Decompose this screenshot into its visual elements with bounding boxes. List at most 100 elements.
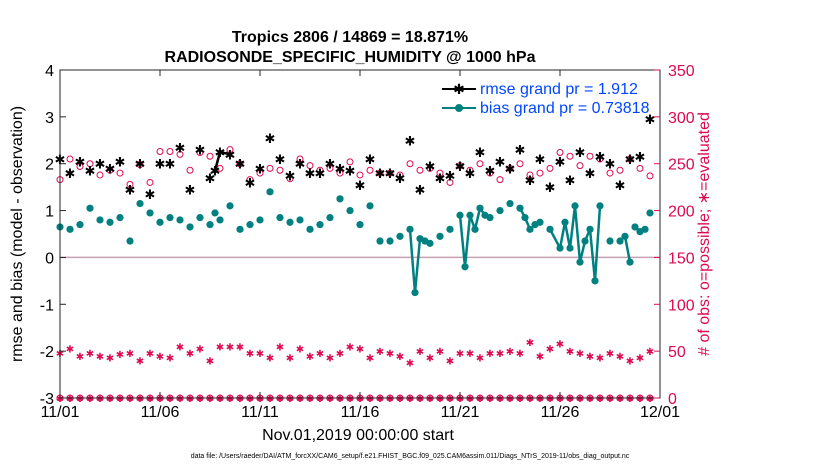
bias-point bbox=[86, 204, 94, 212]
bias-point bbox=[506, 199, 514, 208]
obs-evaluated-point: ✱ bbox=[566, 347, 574, 358]
bias-point bbox=[336, 195, 344, 203]
obs-possible-point bbox=[216, 164, 224, 172]
left-axis: -3 -2 -1 0 1 2 3 4 bbox=[40, 63, 66, 408]
bias-point bbox=[366, 202, 374, 210]
rmse-point: ✱ bbox=[395, 172, 406, 187]
obs-evaluated-zero-point: ✱ bbox=[466, 394, 474, 405]
y-right-tick-label: 0 bbox=[668, 391, 677, 408]
bias-point bbox=[406, 225, 414, 233]
bias-point bbox=[146, 209, 154, 217]
obs-evaluated-point: ✱ bbox=[266, 354, 274, 365]
obs-possible-point bbox=[306, 162, 314, 170]
obs-evaluated-zero-point: ✱ bbox=[626, 394, 634, 405]
obs-possible-point bbox=[246, 176, 254, 184]
bias-point bbox=[196, 214, 204, 222]
y-right-tick-label: 100 bbox=[668, 297, 695, 314]
obs-evaluated-zero-point: ✱ bbox=[636, 394, 644, 405]
rmse-point: ✱ bbox=[125, 183, 136, 198]
obs-evaluated-zero-point: ✱ bbox=[306, 394, 314, 405]
obs-evaluated-zero-point: ✱ bbox=[196, 394, 204, 405]
bias-point bbox=[586, 225, 594, 233]
obs-possible-point bbox=[266, 164, 274, 172]
obs-possible-point bbox=[426, 164, 434, 172]
obs-evaluated-zero-point: ✱ bbox=[246, 394, 254, 405]
y-right-tick-label: 300 bbox=[668, 110, 695, 127]
bias-point bbox=[266, 188, 274, 196]
obs-evaluated-point: ✱ bbox=[576, 349, 584, 360]
obs-possible-point bbox=[446, 178, 454, 186]
bias-point bbox=[476, 204, 484, 212]
rmse-point: ✱ bbox=[645, 113, 656, 128]
rmse-point: ✱ bbox=[325, 158, 336, 173]
y-left-tick-label: 3 bbox=[45, 110, 54, 127]
bias-point bbox=[306, 225, 314, 233]
bias-point bbox=[116, 214, 124, 222]
obs-evaluated-point: ✱ bbox=[406, 358, 414, 369]
rmse-point: ✱ bbox=[195, 144, 206, 159]
rmse-point: ✱ bbox=[135, 158, 146, 173]
obs-evaluated-zero-point: ✱ bbox=[106, 394, 114, 405]
obs-possible-point bbox=[586, 152, 594, 160]
rmse-point: ✱ bbox=[215, 146, 226, 161]
obs-evaluated-zero-point: ✱ bbox=[516, 394, 524, 405]
chart-subtitle: RADIOSONDE_SPECIFIC_HUMIDITY @ 1000 hPa bbox=[165, 49, 536, 66]
bias-point bbox=[641, 225, 649, 233]
obs-evaluated-point: ✱ bbox=[486, 349, 494, 360]
obs-evaluated-point: ✱ bbox=[436, 347, 444, 358]
rmse-point: ✱ bbox=[505, 162, 516, 177]
obs-evaluated-point: ✱ bbox=[156, 352, 164, 363]
bias-point bbox=[591, 277, 599, 285]
rmse-point: ✱ bbox=[345, 165, 356, 180]
obs-evaluated-point: ✱ bbox=[396, 352, 404, 363]
obs-possible-point bbox=[126, 180, 134, 188]
obs-possible-point bbox=[316, 166, 324, 174]
obs-evaluated-point: ✱ bbox=[256, 349, 264, 360]
obs-evaluated-point: ✱ bbox=[306, 352, 314, 363]
obs-evaluated-zero-point: ✱ bbox=[346, 394, 354, 405]
bias-point bbox=[186, 223, 194, 231]
obs-evaluated-point: ✱ bbox=[336, 349, 344, 360]
bias-point bbox=[471, 225, 479, 233]
y-right-tick-label: 200 bbox=[668, 204, 695, 221]
rmse-point: ✱ bbox=[65, 167, 76, 182]
rmse-point: ✱ bbox=[255, 162, 266, 177]
obs-possible-point bbox=[476, 160, 484, 168]
rmse-point: ✱ bbox=[545, 181, 556, 196]
rmse-point: ✱ bbox=[365, 153, 376, 168]
obs-evaluated-zero-point: ✱ bbox=[426, 394, 434, 405]
rmse-point: ✱ bbox=[555, 155, 566, 170]
obs-possible-point bbox=[96, 171, 104, 179]
obs-evaluated-zero-point: ✱ bbox=[236, 394, 244, 405]
obs-evaluated-zero-point: ✱ bbox=[456, 394, 464, 405]
obs-evaluated-zero-point: ✱ bbox=[476, 394, 484, 405]
obs-possible-point bbox=[156, 148, 164, 156]
rmse-point: ✱ bbox=[405, 134, 416, 149]
obs-possible-point bbox=[486, 169, 494, 177]
obs-evaluated-point: ✱ bbox=[626, 357, 634, 368]
bias-point bbox=[326, 214, 334, 222]
obs-possible-point bbox=[196, 148, 204, 156]
bias-point bbox=[136, 199, 144, 208]
obs-possible-point bbox=[506, 164, 514, 172]
obs-evaluated-point: ✱ bbox=[176, 342, 184, 353]
obs-evaluated-zero-point: ✱ bbox=[546, 394, 554, 405]
obs-evaluated-zero-point: ✱ bbox=[566, 394, 574, 405]
obs-evaluated-zero-point: ✱ bbox=[506, 394, 514, 405]
obs-evaluated-zero-point: ✱ bbox=[316, 394, 324, 405]
rmse-point: ✱ bbox=[515, 144, 526, 159]
rmse-line-segment bbox=[213, 150, 231, 172]
obs-evaluated-point: ✱ bbox=[426, 354, 434, 365]
obs-possible-point bbox=[106, 166, 114, 174]
bias-point bbox=[486, 214, 494, 222]
rmse-point: ✱ bbox=[95, 158, 106, 173]
rmse-point: ✱ bbox=[635, 151, 646, 166]
bias-point bbox=[211, 209, 219, 217]
obs-evaluated-point: ✱ bbox=[296, 344, 304, 355]
y-left-tick-label: -1 bbox=[40, 297, 54, 314]
rmse-point: ✱ bbox=[335, 162, 346, 177]
x-tick-label: 11/21 bbox=[441, 404, 480, 421]
obs-possible-point bbox=[636, 164, 644, 172]
obs-evaluated-point: ✱ bbox=[316, 349, 324, 360]
